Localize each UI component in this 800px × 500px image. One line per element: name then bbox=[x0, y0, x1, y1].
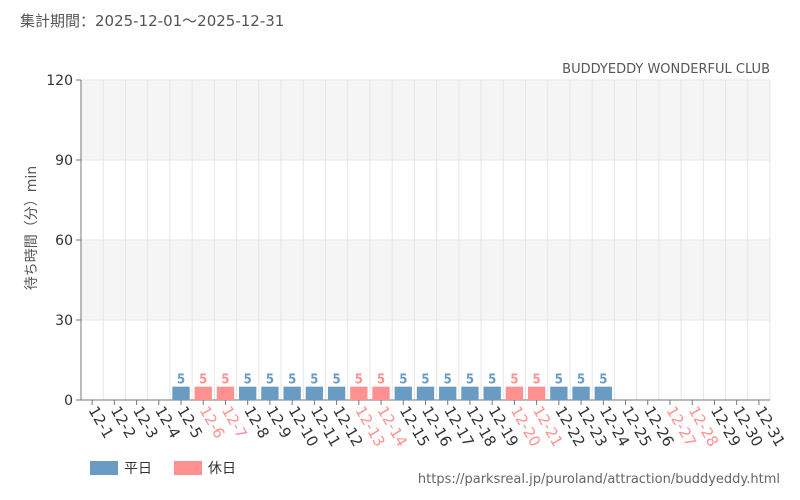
y-tick-label: 0 bbox=[64, 393, 73, 409]
legend-item-weekday: 平日 bbox=[90, 458, 152, 478]
legend-label-holiday: 休日 bbox=[208, 461, 236, 477]
bar-value-label: 5 bbox=[555, 373, 563, 388]
bar-value-label: 5 bbox=[177, 373, 185, 388]
bar bbox=[216, 386, 235, 400]
bar-value-label: 5 bbox=[510, 373, 518, 388]
bar-value-label: 5 bbox=[488, 373, 496, 388]
bar bbox=[350, 386, 368, 400]
bars bbox=[172, 386, 612, 400]
bar bbox=[194, 386, 212, 400]
bar-value-label: 5 bbox=[288, 373, 296, 388]
bar bbox=[283, 386, 301, 400]
bar-value-label: 5 bbox=[599, 373, 607, 388]
plot-band bbox=[81, 240, 770, 320]
bar bbox=[550, 386, 568, 400]
bar-value-label: 5 bbox=[399, 373, 407, 388]
period-text: 集計期間：2025-12-01～2025-12-31 bbox=[20, 12, 285, 30]
bar-value-label: 5 bbox=[199, 373, 207, 388]
bar bbox=[239, 386, 257, 400]
bar-value-label: 5 bbox=[244, 373, 252, 388]
bar bbox=[439, 386, 457, 400]
legend: 平日 休日 bbox=[90, 458, 248, 478]
y-tick-label: 60 bbox=[55, 233, 73, 249]
bar bbox=[372, 386, 390, 400]
bar-value-label: 5 bbox=[355, 373, 363, 388]
y-tick-label: 90 bbox=[55, 153, 73, 169]
x-tick-labels: 12-112-212-312-412-512-612-712-812-912-1… bbox=[85, 400, 789, 450]
legend-swatch-holiday bbox=[174, 461, 202, 475]
bar bbox=[461, 386, 479, 400]
y-tick-label: 30 bbox=[55, 313, 73, 329]
bar bbox=[305, 386, 324, 400]
bar-value-label: 5 bbox=[466, 373, 474, 388]
bar-value-label: 5 bbox=[577, 373, 585, 388]
plot-bands bbox=[81, 80, 770, 320]
bar bbox=[172, 386, 190, 400]
bar-value-label: 5 bbox=[333, 373, 341, 388]
bar bbox=[327, 386, 346, 400]
bar-value-label: 5 bbox=[377, 373, 385, 388]
source-link[interactable]: https://parksreal.jp/puroland/attraction… bbox=[417, 472, 780, 487]
bar bbox=[416, 386, 435, 400]
bar-value-label: 5 bbox=[421, 373, 429, 388]
bar bbox=[394, 386, 412, 400]
bar-value-label: 5 bbox=[444, 373, 452, 388]
y-tick-label: 120 bbox=[46, 73, 73, 89]
bar bbox=[505, 386, 524, 400]
y-axis-label: 待ち時間（分）min bbox=[24, 166, 40, 290]
bar-value-label: 5 bbox=[533, 373, 541, 388]
y-tick-labels: 0 30 60 90 120 bbox=[46, 73, 81, 409]
legend-label-weekday: 平日 bbox=[124, 461, 152, 477]
chart-title: BUDDYEDDY WONDERFUL CLUB bbox=[562, 62, 770, 77]
bar-value-label: 5 bbox=[310, 373, 318, 388]
bar bbox=[572, 386, 590, 400]
bar bbox=[261, 386, 279, 400]
plot-band bbox=[81, 80, 770, 160]
legend-item-holiday: 休日 bbox=[174, 458, 236, 478]
bar-value-label: 5 bbox=[266, 373, 274, 388]
legend-swatch-weekday bbox=[90, 461, 118, 475]
bar bbox=[527, 386, 546, 400]
bar-value-label: 5 bbox=[221, 373, 229, 388]
bar bbox=[483, 386, 501, 400]
grid-lines bbox=[80, 79, 771, 401]
bar bbox=[594, 386, 612, 400]
